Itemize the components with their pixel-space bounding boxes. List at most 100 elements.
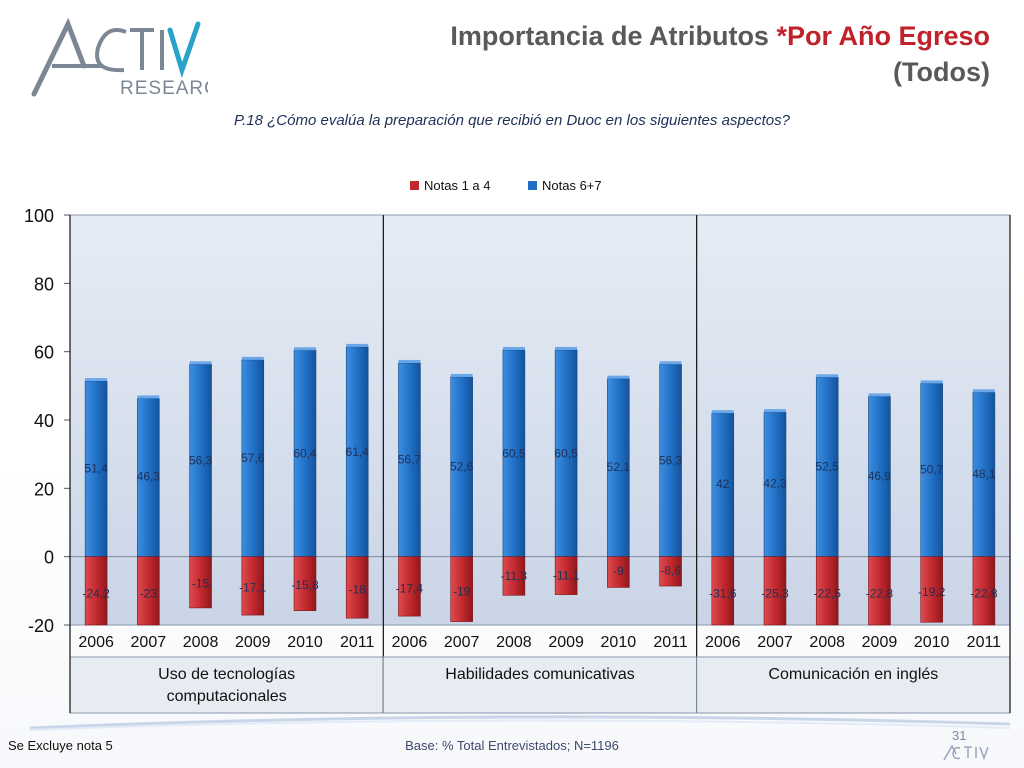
survey-question: P.18 ¿Cómo evalúa la preparación que rec… xyxy=(234,112,790,129)
bar-notas-1-4 xyxy=(554,556,578,595)
data-label-positive: 46,9 xyxy=(868,469,892,483)
bar-top-cap xyxy=(85,378,108,382)
bar-top-cap xyxy=(137,395,160,399)
x-tick-label: 2007 xyxy=(131,634,167,651)
data-label-negative: -11,3 xyxy=(501,569,528,583)
base-note: Base: % Total Entrevistados; N=1196 xyxy=(405,738,619,753)
bar-notas-1-4 xyxy=(502,556,526,596)
bar-top-cap xyxy=(659,361,682,365)
page-number: 31 xyxy=(952,728,967,743)
x-tick-label: 2008 xyxy=(496,634,532,651)
bar-top-cap xyxy=(241,356,264,360)
bar-notas-1-4 xyxy=(763,556,787,626)
legend-swatch xyxy=(528,181,537,190)
data-label-negative: -8,6 xyxy=(660,563,681,577)
data-label-negative: -9 xyxy=(613,564,624,578)
decorative-swoosh xyxy=(29,715,1011,731)
data-label-positive: 60,5 xyxy=(554,446,578,460)
data-label-negative: -19 xyxy=(453,585,471,599)
data-label-negative: -18 xyxy=(349,583,367,597)
bar-notas-1-4 xyxy=(241,556,265,616)
data-label-positive: 50,7 xyxy=(920,463,944,477)
y-tick-label: 0 xyxy=(44,548,54,568)
data-label-positive: 60,5 xyxy=(502,446,526,460)
bar-notas-1-4 xyxy=(84,556,108,626)
x-tick-label: 2006 xyxy=(705,634,741,651)
data-label-negative: -17,4 xyxy=(396,581,424,595)
bar-notas-1-4 xyxy=(450,556,473,622)
logo-subtext: RESEARCH xyxy=(120,78,208,99)
x-tick-label: 2010 xyxy=(287,634,323,651)
bar-top-cap xyxy=(189,361,212,365)
data-label-positive: 61,4 xyxy=(346,445,370,459)
data-label-negative: -22,5 xyxy=(814,587,842,601)
bar-top-cap xyxy=(398,359,421,363)
data-label-negative: -11,1 xyxy=(553,568,580,582)
x-tick-label: 2010 xyxy=(914,634,950,651)
bar-top-cap xyxy=(764,409,786,413)
x-tick-label: 2009 xyxy=(548,634,584,651)
title-line2: (Todos) xyxy=(893,57,990,87)
bar-top-cap xyxy=(868,393,891,397)
data-label-negative: -23 xyxy=(140,587,158,601)
bar-top-cap xyxy=(972,389,995,393)
x-tick-label: 2009 xyxy=(862,634,898,651)
title-main: Importancia de Atributos xyxy=(450,21,777,51)
legend-label: Notas 1 a 4 xyxy=(424,178,491,193)
bar-top-cap xyxy=(816,374,839,378)
data-label-positive: 52,6 xyxy=(450,459,474,473)
bar-notas-1-4 xyxy=(815,556,839,626)
bar-top-cap xyxy=(294,347,316,351)
group-label-box xyxy=(696,656,1011,714)
activa-watermark-logo xyxy=(943,744,989,761)
data-label-positive: 48,1 xyxy=(972,467,996,481)
data-label-positive: 52,5 xyxy=(816,460,840,474)
data-label-negative: -31,6 xyxy=(709,587,737,601)
y-tick-label: 60 xyxy=(34,343,54,363)
x-tick-label: 2007 xyxy=(757,634,793,651)
data-label-negative: -24,2 xyxy=(82,587,110,601)
bar-notas-1-4 xyxy=(293,556,317,611)
data-label-positive: 42 xyxy=(716,477,730,491)
bar-top-cap xyxy=(607,375,630,379)
bar-notas-1-4 xyxy=(711,556,735,626)
bar-top-cap xyxy=(346,343,369,347)
y-tick-label: 20 xyxy=(34,479,54,499)
data-label-negative: -17,1 xyxy=(239,581,267,595)
group-label: Uso de tecnologías xyxy=(158,666,295,683)
y-tick-label: -20 xyxy=(28,616,54,636)
bar-top-cap xyxy=(450,373,473,377)
bar-chart: -20 0 20 40 60 80 100 51,4 -24,2 2006 46,3 -23 2007 5… xyxy=(24,178,1011,714)
group-label: computacionales xyxy=(167,688,287,705)
bar-notas-1-4 xyxy=(920,556,943,623)
data-label-negative: -19,2 xyxy=(918,585,946,599)
bar-notas-1-4 xyxy=(972,556,996,626)
bar-top-cap xyxy=(555,346,578,350)
bar-top-cap xyxy=(502,346,525,350)
data-label-positive: 57,6 xyxy=(241,451,265,465)
title-accent: *Por Año Egreso xyxy=(776,21,990,51)
data-label-negative: -15 xyxy=(192,576,210,590)
bar-notas-1-4 xyxy=(659,556,682,587)
bar-notas-1-4 xyxy=(868,556,891,626)
x-tick-label: 2009 xyxy=(235,634,271,651)
y-tick-label: 100 xyxy=(24,206,54,226)
data-label-negative: -25,3 xyxy=(761,587,789,601)
group-label-box xyxy=(382,656,698,714)
bar-top-cap xyxy=(920,380,943,384)
bar-notas-1-4 xyxy=(607,556,630,588)
data-label-positive: 52,1 xyxy=(607,460,631,474)
group-label-box xyxy=(69,656,384,714)
data-label-positive: 46,3 xyxy=(137,470,161,484)
data-label-positive: 56,3 xyxy=(659,453,683,467)
x-tick-label: 2008 xyxy=(183,634,219,651)
bar-notas-1-4 xyxy=(189,556,212,609)
activa-research-logo: RESEARCH xyxy=(31,17,208,99)
x-tick-label: 2011 xyxy=(653,634,688,651)
x-tick-label: 2011 xyxy=(340,634,375,651)
data-label-negative: -15,8 xyxy=(291,578,319,592)
group-label: Habilidades comunicativas xyxy=(445,666,634,683)
bar-notas-1-4 xyxy=(398,556,421,617)
exclusion-note: Se Excluye nota 5 xyxy=(8,738,113,753)
